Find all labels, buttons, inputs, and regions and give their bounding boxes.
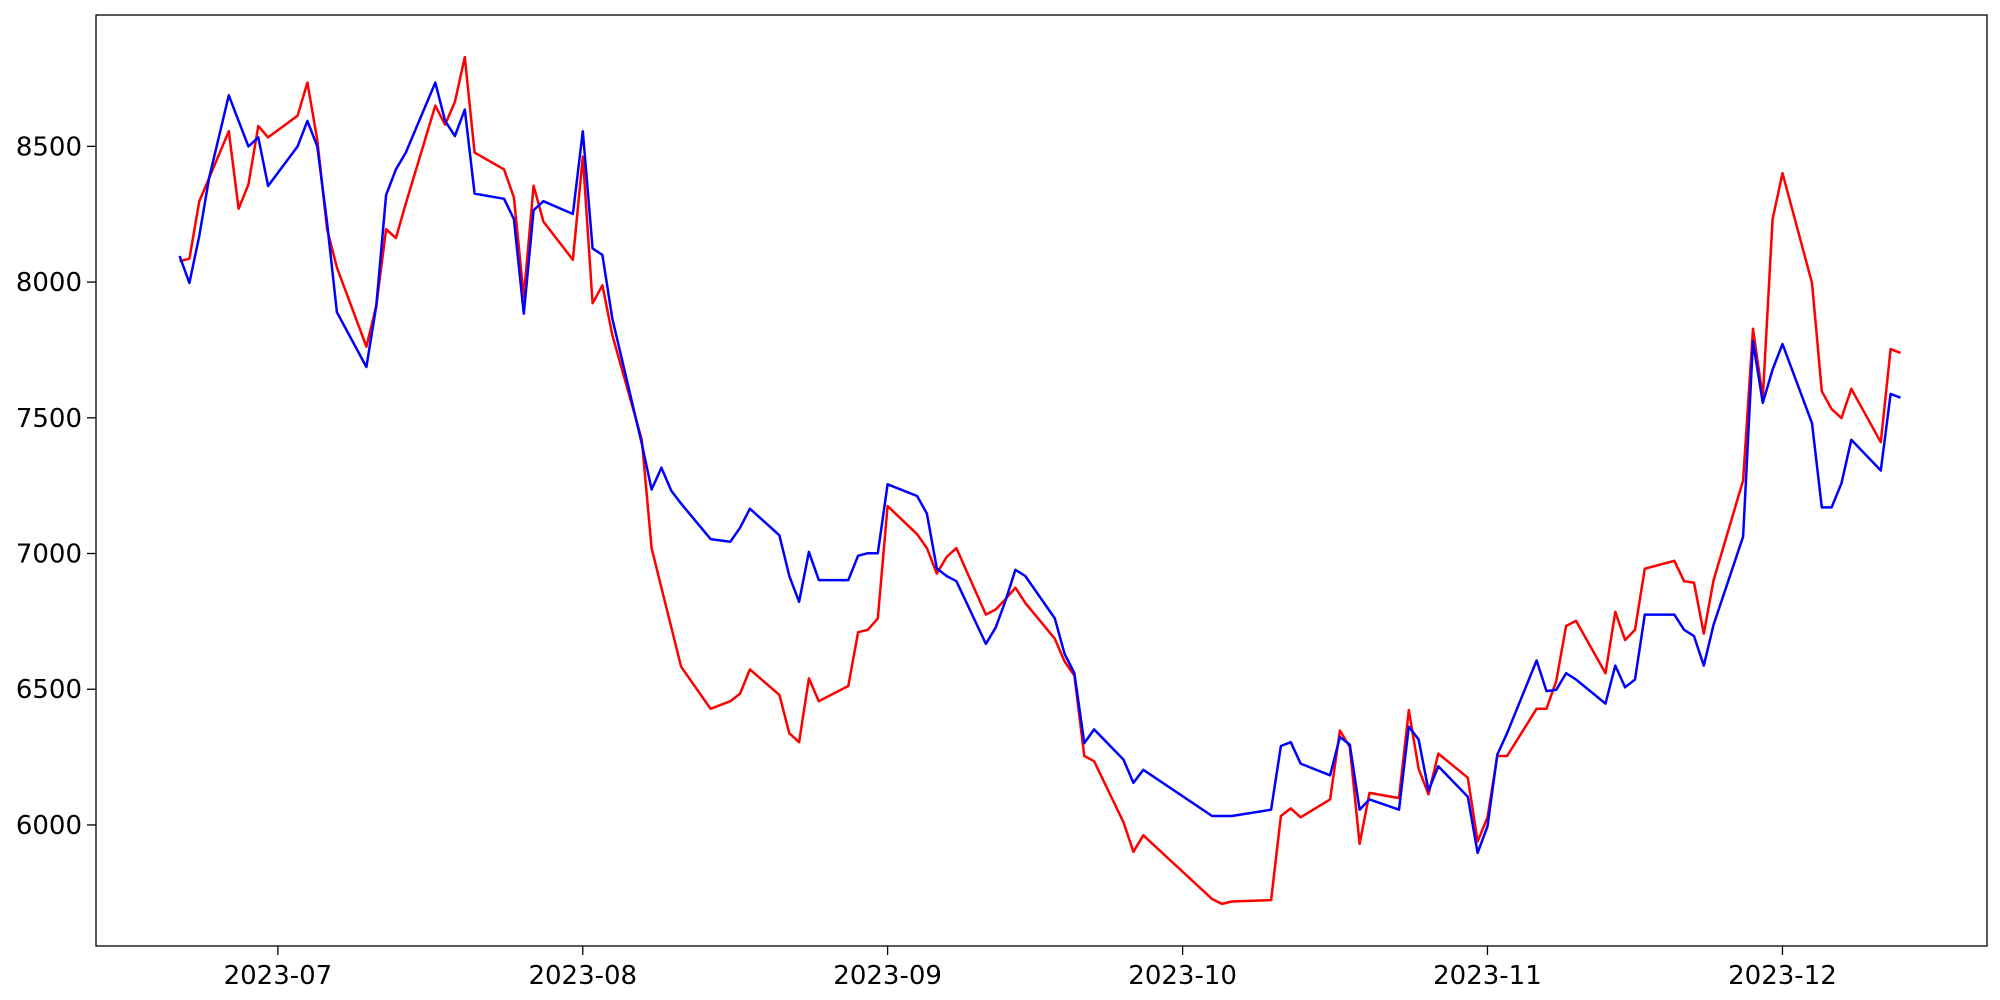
y-tick-label: 6000 (16, 811, 82, 841)
y-tick-label: 6500 (16, 675, 82, 705)
x-tick-label: 2023-08 (528, 961, 637, 991)
series-line (179, 55, 1901, 906)
y-tick-label: 7500 (16, 404, 82, 434)
x-tick-label: 2023-09 (833, 961, 942, 991)
y-tick-label: 7000 (16, 540, 82, 570)
x-tick-label: 2023-11 (1433, 961, 1542, 991)
y-tick-label: 8000 (16, 268, 82, 298)
series-line (178, 81, 1901, 855)
y-tick-label: 8500 (16, 132, 82, 162)
x-tick-label: 2023-12 (1728, 961, 1837, 991)
x-tick-label: 2023-10 (1128, 961, 1237, 991)
x-tick-label: 2023-07 (224, 961, 333, 991)
plot-frame (95, 14, 1988, 947)
